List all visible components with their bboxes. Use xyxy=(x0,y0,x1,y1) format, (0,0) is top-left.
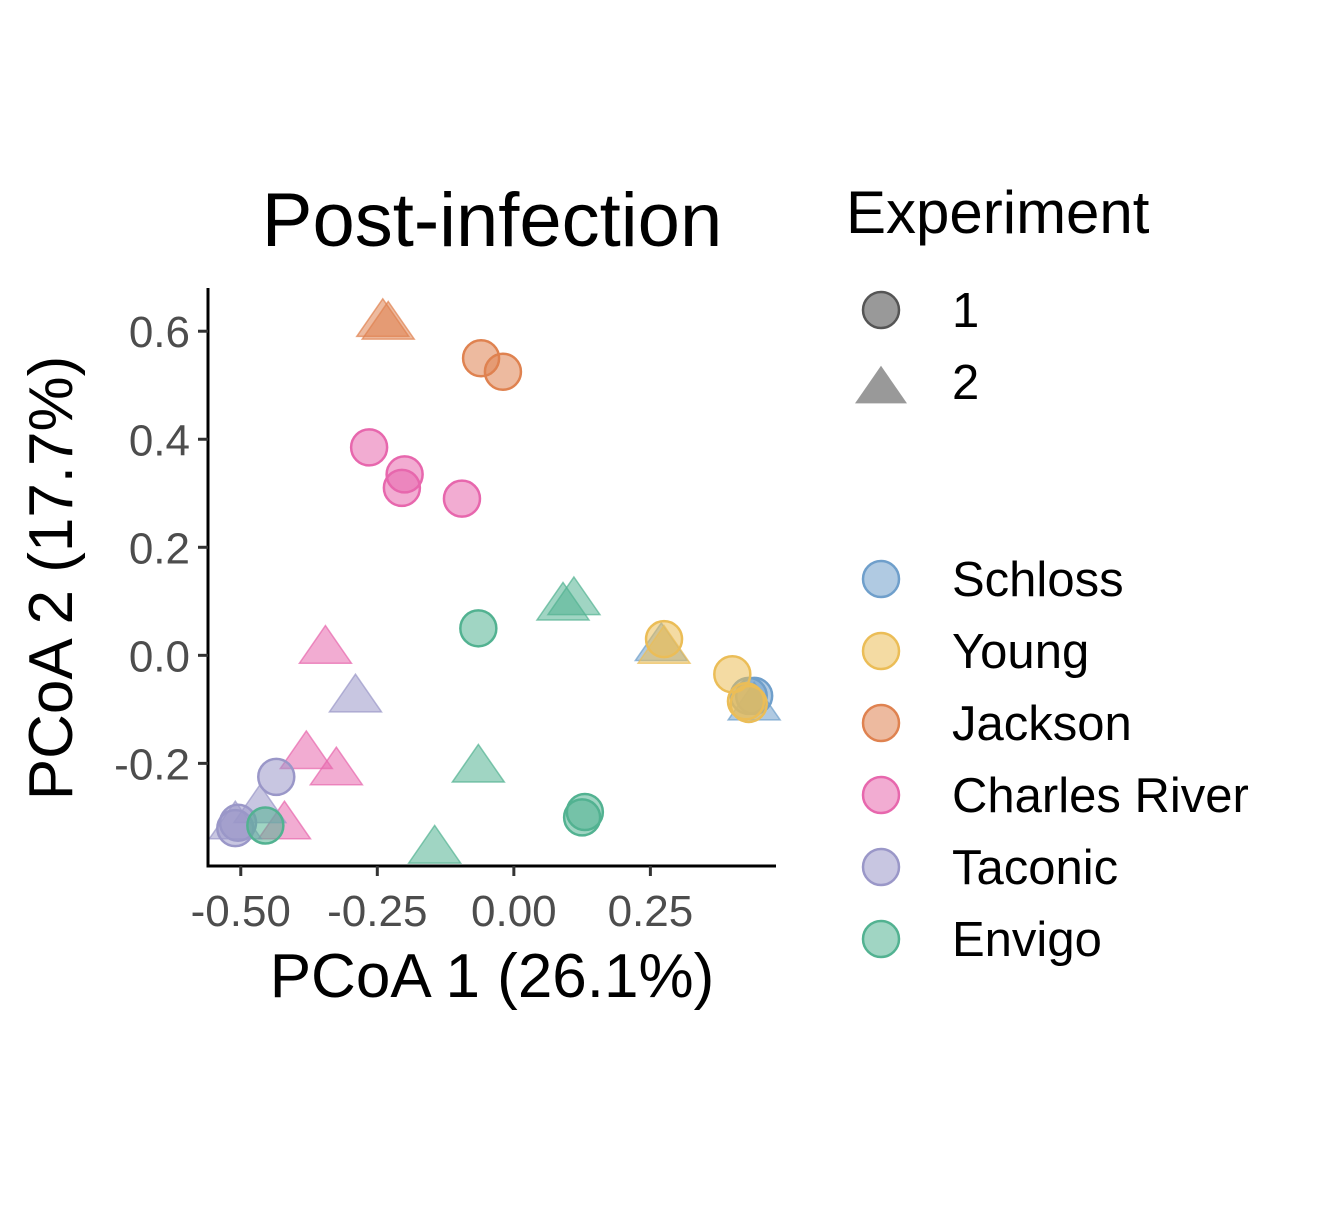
legend-key-schloss xyxy=(861,559,901,599)
legend: Experiment 12 SchlossYoungJacksonCharles… xyxy=(846,179,1249,967)
legend-label-young: Young xyxy=(952,625,1089,679)
point-envigo-exp2 xyxy=(407,824,463,864)
point-charles-river-exp1 xyxy=(382,468,422,508)
legend-key-jackson xyxy=(861,703,901,743)
point-charles-river-exp1 xyxy=(442,479,482,518)
point-taconic-exp2 xyxy=(328,672,383,713)
legend-key-envigo xyxy=(861,919,901,959)
legend-key-young xyxy=(861,631,901,671)
point-envigo-exp1 xyxy=(459,609,498,648)
point-jackson-exp2 xyxy=(360,300,416,340)
point-envigo-exp1 xyxy=(246,806,285,845)
point-envigo-exp2 xyxy=(546,575,602,616)
points-layer xyxy=(207,297,782,864)
y-tick-label: 0.6 xyxy=(129,308,190,357)
point-envigo-exp1 xyxy=(562,798,602,837)
point-taconic-exp1 xyxy=(257,757,296,797)
point-charles-river-exp2 xyxy=(308,745,364,786)
x-tick-label: 0.25 xyxy=(608,887,694,936)
shape-legend-items: 12 xyxy=(855,284,979,410)
legend-key-triangle xyxy=(855,365,907,404)
point-young-exp1 xyxy=(726,681,766,721)
y-tick-label: 0.4 xyxy=(129,416,190,465)
point-charles-river-exp1 xyxy=(349,428,389,467)
point-envigo-exp2 xyxy=(450,743,506,783)
x-tick-label: -0.25 xyxy=(327,887,427,936)
x-tick-label: 0.00 xyxy=(471,887,557,936)
y-axis-title: PCoA 2 (17.7%) xyxy=(17,356,86,801)
legend-label-jackson: Jackson xyxy=(952,697,1132,751)
legend-key-circle xyxy=(861,290,901,330)
legend-label-charles-river: Charles River xyxy=(952,769,1249,823)
legend-label-schloss: Schloss xyxy=(952,553,1124,607)
legend-label-taconic: Taconic xyxy=(952,841,1118,895)
axes-layer: -0.50 -0.25 0.00 0.25 -0.2 0.0 0.2 0.4 0.6 xyxy=(114,288,776,936)
legend-label-envigo: Envigo xyxy=(952,913,1102,967)
legend-key-charles-river xyxy=(861,775,901,815)
y-tick-label: 0.0 xyxy=(129,632,190,681)
point-young-exp2 xyxy=(636,624,692,664)
x-axis-title: PCoA 1 (26.1%) xyxy=(270,942,715,1011)
point-charles-river-exp2 xyxy=(278,729,334,770)
point-jackson-exp1 xyxy=(483,352,523,391)
legend-label-experiment: 1 xyxy=(952,284,979,338)
y-tick-label: 0.2 xyxy=(129,524,190,573)
color-legend-items: Schloss Young Jackson Charles River Taconic E… xyxy=(861,553,1249,967)
y-tick-label: -0.2 xyxy=(114,740,190,789)
point-charles-river-exp2 xyxy=(297,624,353,664)
chart-title: Post-infection xyxy=(262,178,722,263)
shape-legend-title: Experiment xyxy=(846,179,1150,246)
x-tick-label: -0.50 xyxy=(191,887,291,936)
legend-label-experiment: 2 xyxy=(952,356,979,410)
legend-key-taconic xyxy=(861,847,901,887)
